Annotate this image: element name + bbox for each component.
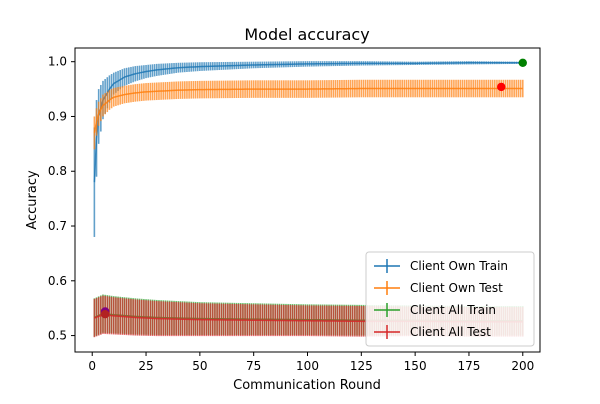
x-tick-label: 200 — [511, 359, 534, 373]
series-line — [93, 87, 523, 134]
series-line — [93, 62, 523, 183]
legend-label: Client All Test — [410, 325, 491, 339]
y-axis-ticks: 0.5 0.6 0.7 0.8 0.9 1.0 — [48, 55, 75, 343]
x-tick-label: 50 — [192, 359, 207, 373]
y-tick-label: 0.7 — [48, 219, 67, 233]
y-tick-label: 0.9 — [48, 109, 67, 123]
plot-area — [93, 58, 527, 338]
highlight-marker — [518, 58, 527, 67]
x-tick-label: 100 — [296, 359, 319, 373]
y-axis-label: Accuracy — [25, 170, 40, 230]
x-tick-label: 125 — [350, 359, 373, 373]
x-axis-ticks: 0 25 50 75 100 125 150 175 200 — [88, 352, 534, 373]
chart-title: Model accuracy — [244, 25, 369, 44]
x-tick-label: 25 — [138, 359, 153, 373]
legend-box — [365, 251, 535, 347]
legend-label: Client Own Train — [410, 259, 508, 273]
x-tick-label: 150 — [404, 359, 427, 373]
x-tick-label: 0 — [88, 359, 96, 373]
y-tick-label: 1.0 — [48, 55, 67, 69]
highlight-marker — [497, 82, 506, 92]
highlight-marker — [100, 310, 110, 319]
y-tick-label: 0.8 — [48, 164, 67, 178]
y-tick-label: 0.5 — [48, 329, 67, 343]
legend-label: Client Own Test — [410, 281, 503, 295]
x-tick-label: 75 — [246, 359, 261, 373]
x-tick-label: 175 — [458, 359, 481, 373]
legend: Client Own Train Client Own Test Client Al… — [365, 251, 535, 347]
series-client-own-test — [93, 79, 524, 150]
legend-label: Client All Train — [410, 303, 496, 317]
y-tick-label: 0.6 — [48, 274, 67, 288]
x-axis-label: Communication Round — [233, 378, 381, 393]
